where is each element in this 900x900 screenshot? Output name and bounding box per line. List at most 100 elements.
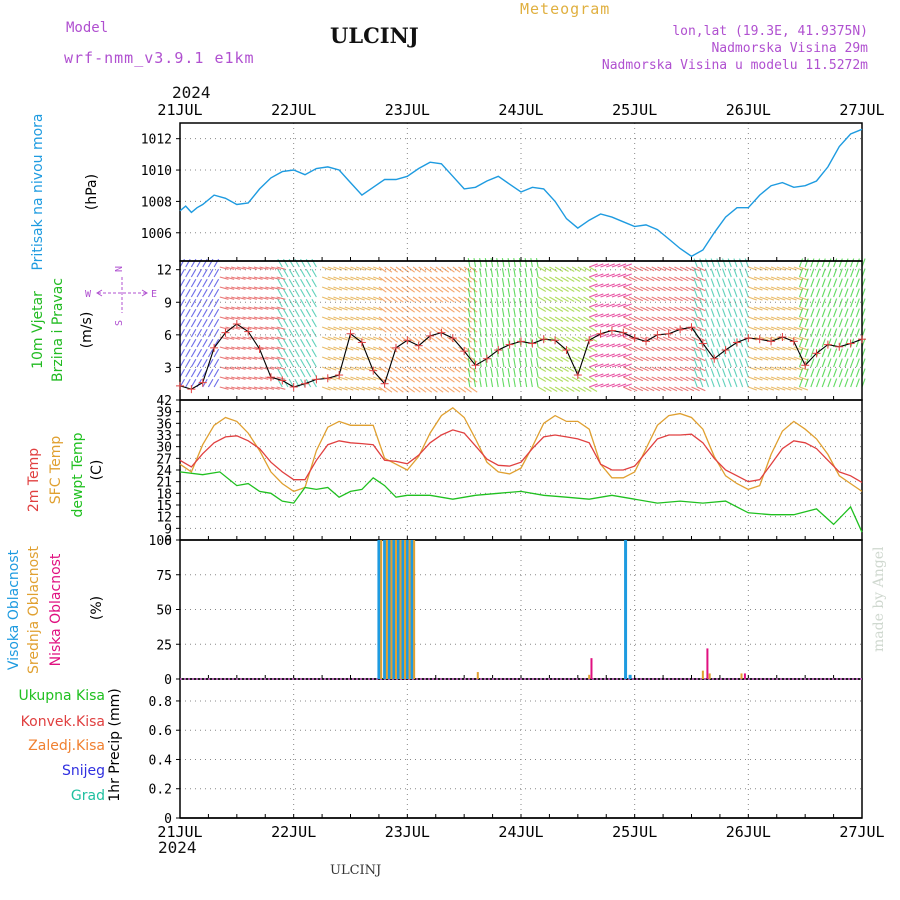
x-label-bottom-2: 23JUL	[385, 823, 430, 841]
cloud-bar-0-3	[392, 540, 396, 679]
ylabel-wind-2: Brzina i Pravac	[50, 278, 66, 382]
tick-label-clouds-1: 25	[156, 638, 172, 653]
tick-label-temperature-5: 21	[156, 476, 172, 491]
cloud-bar-1-11	[708, 673, 711, 679]
compass-north: N	[114, 266, 125, 272]
tick-label-pressure-1: 1008	[141, 195, 172, 210]
tick-label-temperature-11: 39	[156, 406, 172, 421]
cloud-bar-2-0	[590, 658, 593, 679]
legend-precip-0: Ukupna Kisa	[18, 688, 105, 704]
cloud-bar-0-4	[396, 540, 400, 679]
compass-south: S	[114, 320, 125, 326]
compass-west: W	[85, 289, 92, 300]
cloud-bar-1-5	[404, 540, 407, 679]
tick-label-temperature-0: 6	[164, 534, 172, 549]
cloud-bar-0-1	[383, 540, 387, 679]
cloud-bar-0-5	[401, 540, 405, 679]
elevation-readout: Nadmorska Visina 29m	[711, 41, 868, 56]
sfc-temp-line	[179, 406, 863, 493]
tick-label-pressure-3: 1012	[141, 133, 172, 148]
tick-label-pressure-2: 1010	[141, 164, 172, 179]
ylabel-dewpt: dewpt Temp	[70, 432, 86, 517]
ylabel-cloud-high: Visoka Oblacnost	[6, 549, 22, 670]
x-label-top-4: 25JUL	[612, 101, 657, 119]
year-bottom: 2024	[158, 838, 197, 857]
tick-label-temperature-12: 42	[156, 394, 172, 409]
cloud-bar-0-2	[387, 540, 391, 679]
tick-label-wind-0: 3	[164, 361, 172, 376]
ylabel-temp-unit: (C)	[89, 460, 105, 481]
tick-label-temperature-4: 18	[156, 487, 172, 502]
tick-label-wind-2: 9	[164, 296, 172, 311]
tick-label-temperature-8: 30	[156, 441, 172, 456]
ylabel-sfc-temp: SFC Temp	[48, 436, 64, 505]
tick-label-temperature-2: 12	[156, 511, 172, 526]
cloud-bar-1-0	[380, 540, 383, 679]
cloud-bar-1-7	[413, 540, 416, 679]
cloud-bar-1-12	[740, 673, 743, 679]
compass-east: E	[151, 289, 157, 300]
tick-label-pressure-0: 1006	[141, 227, 172, 242]
ylabel-precip-unit: 1hr Precip (mm)	[107, 688, 123, 801]
cloud-bar-1-2	[390, 540, 393, 679]
tick-label-clouds-4: 100	[149, 534, 172, 549]
compass-west-arrow	[96, 289, 103, 297]
cloud-bar-0-7	[410, 540, 414, 679]
ylabel-pressure-unit: (hPa)	[84, 174, 100, 210]
legend-precip-3: Snijeg	[62, 763, 105, 779]
x-label-bottom-0: 21JUL	[157, 823, 202, 841]
tick-label-precip-3: 0.6	[149, 724, 172, 739]
x-label-bottom-1: 22JUL	[271, 823, 316, 841]
x-label-top-3: 24JUL	[498, 101, 543, 119]
model-name: wrf-nmm_v3.9.1 e1km	[64, 49, 255, 67]
x-label-top-1: 22JUL	[271, 101, 316, 119]
ylabel-cloud-low: Niska Oblacnost	[48, 553, 64, 666]
ylabel-wind-unit: (m/s)	[79, 312, 95, 349]
cloud-bar-0-0	[377, 540, 381, 679]
ylabel-2m-temp: 2m Temp	[26, 448, 42, 512]
product-title: Meteogram	[520, 0, 611, 18]
ylabel-cloud-unit: (%)	[89, 596, 105, 620]
cloud-bar-0-9	[628, 674, 632, 679]
tick-label-precip-4: 0.8	[149, 695, 172, 710]
cloud-bar-2-1	[706, 648, 709, 679]
tick-label-temperature-3: 15	[156, 499, 172, 514]
cloud-bar-1-4	[399, 540, 402, 679]
pressure-line	[179, 128, 863, 258]
cloud-bar-2-2	[743, 673, 746, 679]
tick-label-wind-3: 12	[156, 264, 172, 279]
cloud-bar-1-9	[588, 674, 591, 679]
legend-precip-2: Zaledj.Kisa	[28, 738, 105, 754]
tick-label-clouds-2: 50	[156, 604, 172, 619]
year-top: 2024	[172, 83, 211, 102]
x-label-bottom-5: 26JUL	[726, 823, 771, 841]
x-label-top-0: 21JUL	[157, 101, 202, 119]
x-label-bottom-6: 27JUL	[839, 823, 884, 841]
x-label-bottom-4: 25JUL	[612, 823, 657, 841]
dewpt-line	[179, 471, 863, 533]
tick-label-precip-2: 0.4	[149, 753, 173, 768]
wind-barb-field	[179, 258, 866, 393]
tick-label-temperature-6: 24	[156, 464, 172, 479]
tick-label-wind-1: 6	[164, 329, 172, 344]
compass-east-arrow	[141, 289, 148, 297]
x-label-bottom-3: 24JUL	[498, 823, 543, 841]
ylabel-pressure: Pritisak na nivou mora	[30, 113, 46, 270]
legend-precip-1: Konvek.Kisa	[21, 714, 105, 730]
tick-label-precip-0: 0	[164, 812, 172, 827]
2m-temp-line	[179, 429, 863, 483]
tick-label-temperature-9: 33	[156, 429, 172, 444]
cloud-bar-1-3	[394, 540, 397, 679]
station-title: ULCINJ	[330, 23, 419, 48]
ylabel-cloud-mid: Srednja Oblacnost	[26, 546, 42, 674]
tick-label-temperature-10: 36	[156, 417, 172, 432]
cloud-bar-1-10	[701, 670, 704, 679]
lonlat-readout: lon,lat (19.3E, 41.9375N)	[672, 24, 868, 39]
cloud-bar-0-6	[405, 540, 409, 679]
cloud-bar-0-8	[624, 540, 628, 679]
cloud-bar-1-1	[385, 540, 388, 679]
tick-label-precip-1: 0.2	[149, 783, 172, 798]
model-label: Model	[66, 20, 109, 36]
footer-station: ULCINJ	[330, 863, 382, 878]
